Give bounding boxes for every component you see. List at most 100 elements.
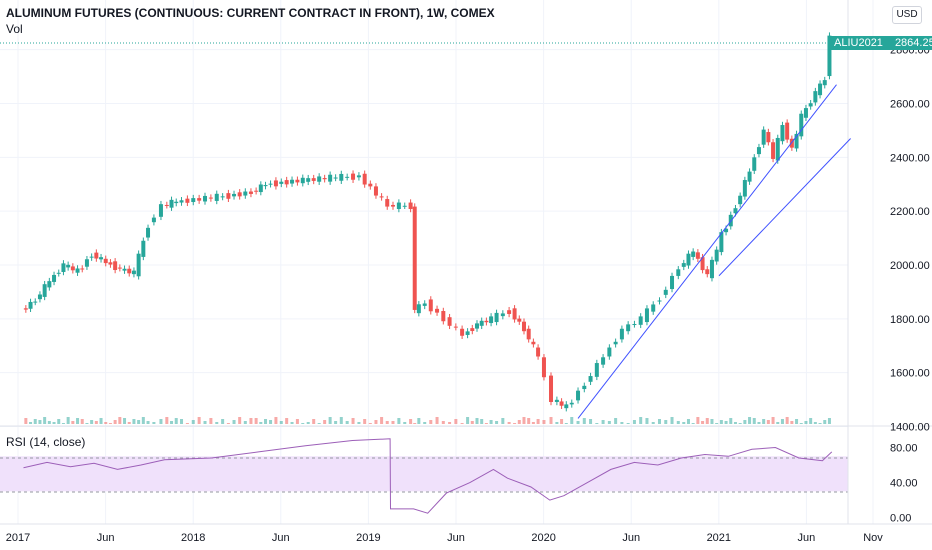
candles: [23, 32, 832, 412]
candle-body: [362, 173, 367, 185]
rsi-line: [23, 438, 833, 514]
candle-body: [714, 249, 719, 262]
candle-body: [733, 208, 738, 214]
candle-body: [724, 228, 729, 233]
volume-bar: [762, 419, 766, 424]
candle-body: [742, 180, 747, 197]
volume-bar: [489, 420, 493, 424]
candle-body: [549, 375, 554, 402]
candle-body: [803, 108, 808, 118]
candle-body: [214, 193, 219, 201]
price-axis[interactable]: 1400.00 1600.00 1800.00 2000.00 2200.00 2400.…: [890, 45, 930, 434]
candle-body: [258, 184, 263, 193]
volume-bar: [323, 420, 327, 424]
volume-bar: [368, 423, 372, 424]
volume-bar: [226, 423, 230, 424]
candle-body: [61, 263, 66, 272]
candle-body: [339, 173, 344, 181]
candle-body: [441, 311, 446, 322]
volume-bar: [555, 422, 559, 424]
candle-body: [254, 190, 259, 192]
trendlines[interactable]: [577, 84, 851, 419]
volume-bar: [454, 419, 458, 424]
volume-bar: [80, 419, 84, 424]
price-tick-label: 1400.00: [890, 421, 930, 433]
rsi-axis[interactable]: 0.00 40.00 80.00: [890, 443, 918, 525]
volume-bar: [334, 421, 338, 424]
candle-body: [290, 179, 295, 184]
candle-body: [453, 326, 458, 328]
volume-bar: [495, 421, 499, 424]
volume-bar: [238, 417, 242, 424]
candle-body: [479, 320, 484, 326]
volume-bar: [215, 422, 219, 424]
volume-bar: [47, 421, 51, 424]
volume-bar: [804, 421, 808, 424]
candle-body: [799, 113, 804, 137]
time-tick-label: 2021: [707, 532, 731, 544]
volume-bar: [339, 417, 343, 424]
candle-body: [33, 301, 38, 303]
volume-bar: [823, 420, 827, 424]
candle-body: [785, 122, 790, 140]
candle-body: [626, 324, 631, 332]
volume-bar: [274, 417, 278, 424]
volume-bar: [470, 421, 474, 424]
candle-body: [559, 401, 564, 406]
candle-body: [80, 268, 85, 270]
chart-title[interactable]: ALUMINUM FUTURES (CONTINUOUS: CURRENT CO…: [6, 6, 495, 20]
candle-body: [158, 204, 163, 217]
candle-body: [644, 308, 649, 323]
candle-body: [197, 198, 202, 201]
candle-body: [541, 357, 546, 378]
price-tick-label: 2400.00: [890, 152, 930, 164]
volume-bar: [785, 417, 789, 424]
volume-bar: [780, 419, 784, 424]
rsi-band: [0, 456, 848, 492]
candle-body: [28, 301, 33, 309]
candle-body: [657, 300, 662, 302]
volume-bar: [795, 419, 799, 424]
volume-bar: [657, 419, 661, 424]
rsi-legend[interactable]: RSI (14, close): [6, 435, 86, 449]
volume-bar: [259, 422, 263, 424]
volume-bar: [43, 417, 47, 424]
volume-bar: [813, 422, 817, 424]
price-tick-label: 1800.00: [890, 314, 930, 326]
currency-button[interactable]: USD: [892, 6, 922, 24]
volume-bar: [676, 421, 680, 424]
time-axis[interactable]: 2017 Jun 2018 Jun 2019 Jun 2020 Jun 2021 Jun Nov: [6, 532, 884, 544]
candle-body: [317, 176, 322, 182]
candle-body: [808, 103, 813, 107]
volume-legend[interactable]: Vol: [6, 22, 23, 36]
candle-body: [569, 402, 574, 405]
volume-bar: [52, 422, 56, 424]
volume-bar: [705, 418, 709, 424]
candle-body: [208, 197, 213, 199]
candle-body: [402, 205, 407, 207]
volume-bar: [24, 418, 28, 424]
volume-bar: [570, 417, 574, 424]
volume-bar: [645, 418, 649, 424]
candle-body: [295, 179, 300, 183]
candle-body: [226, 193, 231, 199]
candle-body: [66, 264, 71, 268]
time-tick-label: Nov: [863, 532, 883, 544]
volume-bar: [29, 422, 33, 424]
candle-body: [691, 251, 696, 257]
volume-bar: [701, 421, 705, 424]
candle-body: [813, 91, 818, 103]
candle-body: [465, 331, 470, 335]
volume-bar: [403, 422, 407, 424]
volume-bar: [589, 419, 593, 424]
candle-body: [396, 202, 401, 210]
candle-body: [328, 174, 333, 182]
candle-body: [416, 304, 421, 314]
volume-bar: [357, 422, 361, 424]
candle-body: [705, 269, 710, 275]
volume-bar: [729, 418, 733, 424]
candle-body: [94, 252, 99, 259]
volume-bar: [582, 418, 586, 424]
volume-bar: [752, 418, 756, 424]
